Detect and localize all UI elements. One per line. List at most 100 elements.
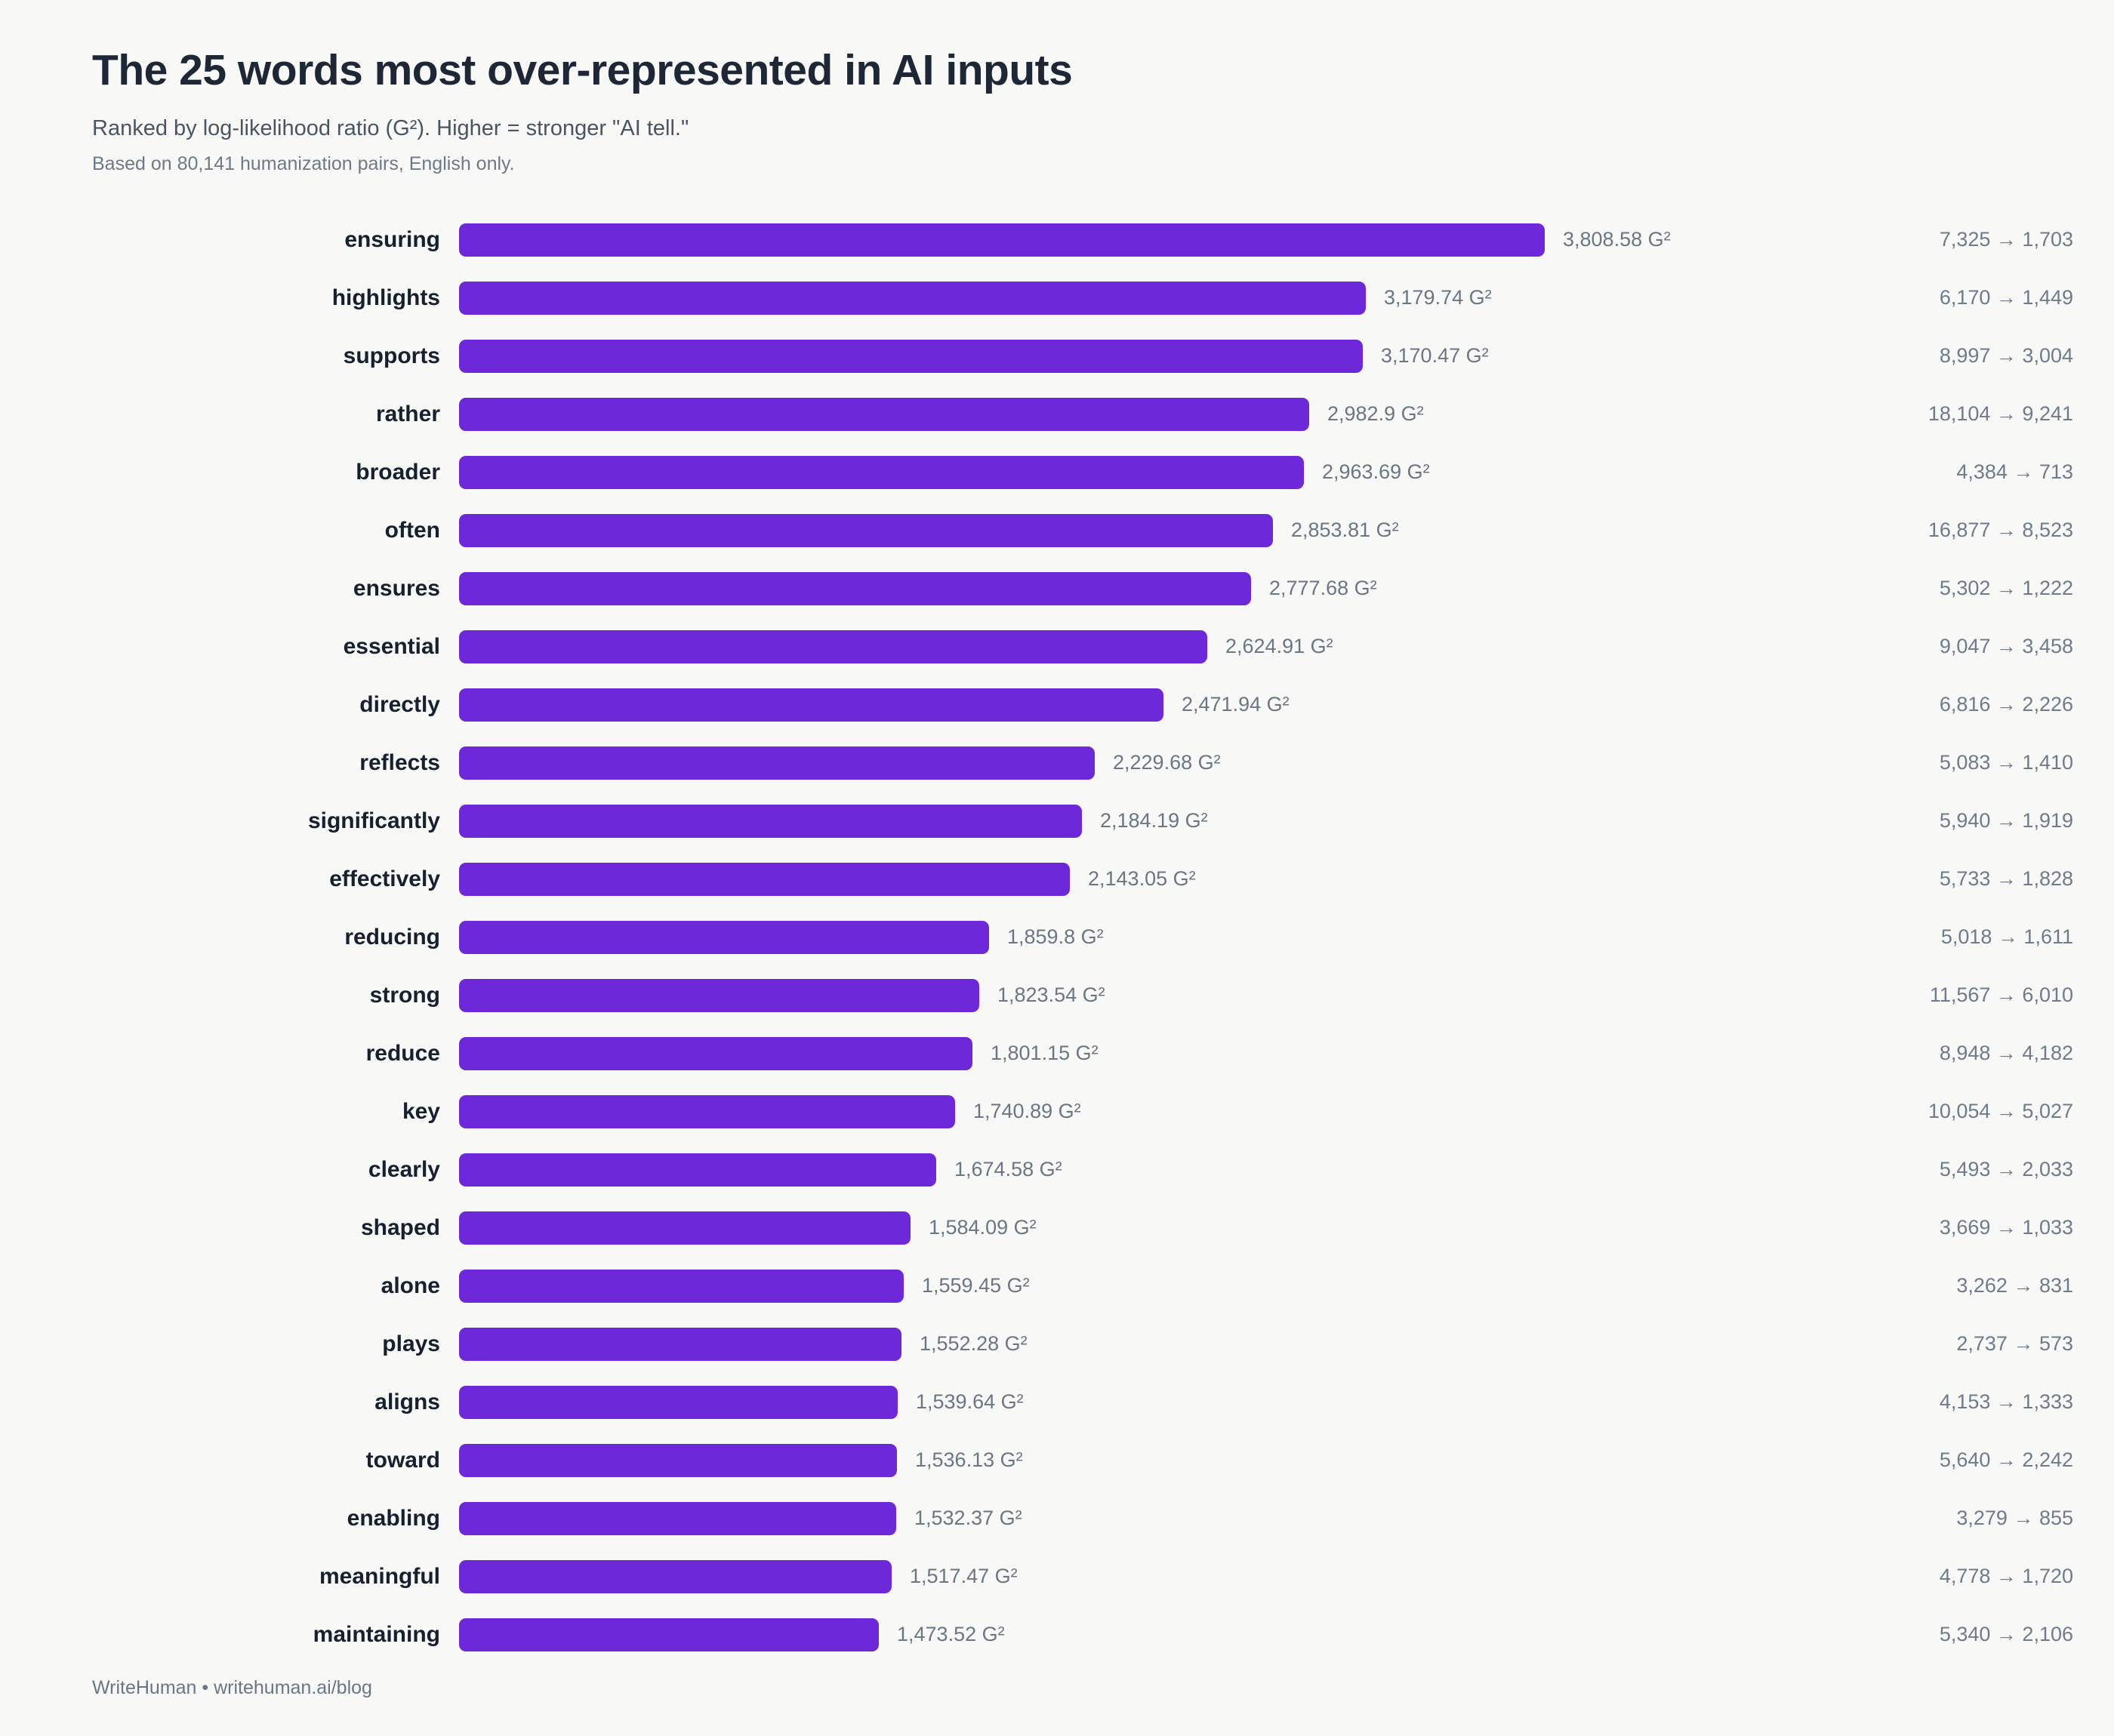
bar-counts: 8,948 → 4,182 <box>1939 1042 2073 1065</box>
bar-counts: 16,877 → 8,523 <box>1928 519 2073 542</box>
bar <box>459 571 1251 605</box>
bar-track: 2,143.05 G² <box>459 862 1940 896</box>
bar-chart-row: rather 2,982.9 G² 18,104 → 9,241 <box>0 385 2114 443</box>
bar-track: 1,674.58 G² <box>459 1153 1940 1187</box>
bar-value: 2,777.68 G² <box>1269 577 1377 600</box>
bar-track: 1,552.28 G² <box>459 1327 1956 1361</box>
bar-chart-row: meaningful 1,517.47 G² 4,778 → 1,720 <box>0 1547 2114 1605</box>
bar-counts: 3,262 → 831 <box>1956 1274 2073 1297</box>
bar-track: 1,559.45 G² <box>459 1269 1956 1303</box>
bar <box>459 1211 911 1245</box>
bar <box>459 862 1070 896</box>
bar-track: 3,170.47 G² <box>459 339 1940 373</box>
bar-value: 3,170.47 G² <box>1381 344 1489 368</box>
bar-value: 1,674.58 G² <box>954 1158 1062 1181</box>
bar-track: 1,536.13 G² <box>459 1443 1940 1477</box>
bar-chart-row: clearly 1,674.58 G² 5,493 → 2,033 <box>0 1140 2114 1199</box>
bar-track: 3,808.58 G² <box>459 223 1940 257</box>
bar <box>459 397 1309 431</box>
bar-value: 2,471.94 G² <box>1182 693 1290 716</box>
bar-track: 2,184.19 G² <box>459 804 1940 838</box>
bar <box>459 1385 898 1419</box>
bar-row-label: maintaining <box>313 1621 440 1647</box>
bar-row-label: aligns <box>374 1389 440 1414</box>
bar <box>459 1269 904 1303</box>
bar-value: 1,801.15 G² <box>991 1042 1099 1065</box>
bar <box>459 688 1163 722</box>
bar-chart-row: key 1,740.89 G² 10,054 → 5,027 <box>0 1082 2114 1140</box>
bar-chart-row: reflects 2,229.68 G² 5,083 → 1,410 <box>0 734 2114 792</box>
bar-track: 1,473.52 G² <box>459 1617 1940 1651</box>
bar-chart-row: essential 2,624.91 G² 9,047 → 3,458 <box>0 617 2114 676</box>
bar-value: 3,179.74 G² <box>1384 286 1492 309</box>
bar-chart-row: toward 1,536.13 G² 5,640 → 2,242 <box>0 1431 2114 1489</box>
bar <box>459 1559 892 1593</box>
bar-chart-row: often 2,853.81 G² 16,877 → 8,523 <box>0 501 2114 559</box>
footer-credit: WriteHuman • writehuman.ai/blog <box>92 1677 372 1699</box>
bar-track: 2,777.68 G² <box>459 571 1940 605</box>
bar <box>459 978 979 1012</box>
bar-chart-row: aligns 1,539.64 G² 4,153 → 1,333 <box>0 1373 2114 1431</box>
bar-value: 1,559.45 G² <box>922 1274 1030 1297</box>
bar-counts: 4,778 → 1,720 <box>1939 1565 2073 1588</box>
bar-row-label: toward <box>365 1447 440 1473</box>
bar-chart-row: reduce 1,801.15 G² 8,948 → 4,182 <box>0 1024 2114 1082</box>
bar-counts: 5,083 → 1,410 <box>1939 751 2073 774</box>
bar-row-label: key <box>402 1098 440 1124</box>
bar-value: 2,853.81 G² <box>1291 519 1399 542</box>
bar-value: 1,859.8 G² <box>1007 925 1104 949</box>
bar <box>459 1443 897 1477</box>
bar-rows: ensuring 3,808.58 G² 7,325 → 1,703 highl… <box>0 211 2114 1664</box>
bar-track: 1,539.64 G² <box>459 1385 1940 1419</box>
bar-row-label: meaningful <box>319 1563 440 1589</box>
bar <box>459 1036 972 1070</box>
bar-track: 3,179.74 G² <box>459 281 1940 315</box>
bar <box>459 1153 936 1187</box>
bar-row-label: significantly <box>307 808 440 833</box>
chart-subtitle: Ranked by log-likelihood ratio (G²). Hig… <box>92 115 689 140</box>
bar-track: 1,532.37 G² <box>459 1501 1956 1535</box>
bar-counts: 11,567 → 6,010 <box>1929 983 2073 1007</box>
bar-counts: 5,940 → 1,919 <box>1939 809 2073 833</box>
bar-counts: 6,816 → 2,226 <box>1939 693 2073 716</box>
bar-row-label: enabling <box>347 1505 440 1531</box>
bar-row-label: strong <box>369 982 440 1008</box>
bar-track: 2,853.81 G² <box>459 513 1928 547</box>
page-title: The 25 words most over-represented in AI… <box>92 46 1073 94</box>
chart-note: Based on 80,141 humanization pairs, Engl… <box>92 153 515 175</box>
bar-track: 1,859.8 G² <box>459 920 1941 954</box>
bar-row-label: reflects <box>359 749 440 775</box>
bar <box>459 804 1082 838</box>
bar-counts: 5,733 → 1,828 <box>1939 867 2073 891</box>
bar-row-label: effectively <box>329 866 440 891</box>
bar-counts: 5,018 → 1,611 <box>1940 925 2073 949</box>
bar-value: 1,532.37 G² <box>914 1507 1022 1530</box>
bar-value: 1,517.47 G² <box>910 1565 1018 1588</box>
bar-chart-row: alone 1,559.45 G² 3,262 → 831 <box>0 1257 2114 1315</box>
bar-chart-row: significantly 2,184.19 G² 5,940 → 1,919 <box>0 792 2114 850</box>
bar-chart-row: highlights 3,179.74 G² 6,170 → 1,449 <box>0 269 2114 327</box>
bar-counts: 5,302 → 1,222 <box>1939 577 2073 600</box>
bar-chart-row: effectively 2,143.05 G² 5,733 → 1,828 <box>0 850 2114 908</box>
bar-chart-row: shaped 1,584.09 G² 3,669 → 1,033 <box>0 1199 2114 1257</box>
bar <box>459 746 1095 780</box>
bar-counts: 3,669 → 1,033 <box>1939 1216 2073 1239</box>
bar-chart-row: enabling 1,532.37 G² 3,279 → 855 <box>0 1489 2114 1547</box>
bar-value: 1,584.09 G² <box>929 1216 1037 1239</box>
bar-counts: 5,340 → 2,106 <box>1939 1623 2073 1646</box>
bar-counts: 4,384 → 713 <box>1956 460 2073 484</box>
bar-counts: 7,325 → 1,703 <box>1939 228 2073 251</box>
bar-counts: 9,047 → 3,458 <box>1939 635 2073 658</box>
bar-value: 1,536.13 G² <box>915 1448 1023 1472</box>
bar-track: 2,471.94 G² <box>459 688 1940 722</box>
bar <box>459 513 1273 547</box>
bar-track: 2,963.69 G² <box>459 455 1956 489</box>
bar-value: 3,808.58 G² <box>1563 228 1671 251</box>
bar-value: 1,539.64 G² <box>916 1390 1024 1414</box>
bar-track: 1,740.89 G² <box>459 1094 1928 1128</box>
bar-chart: ensuring 3,808.58 G² 7,325 → 1,703 highl… <box>0 211 2114 1664</box>
bar-value: 1,552.28 G² <box>920 1332 1028 1356</box>
bar-value: 2,229.68 G² <box>1113 751 1221 774</box>
bar-chart-row: maintaining 1,473.52 G² 5,340 → 2,106 <box>0 1605 2114 1664</box>
bar <box>459 1094 955 1128</box>
